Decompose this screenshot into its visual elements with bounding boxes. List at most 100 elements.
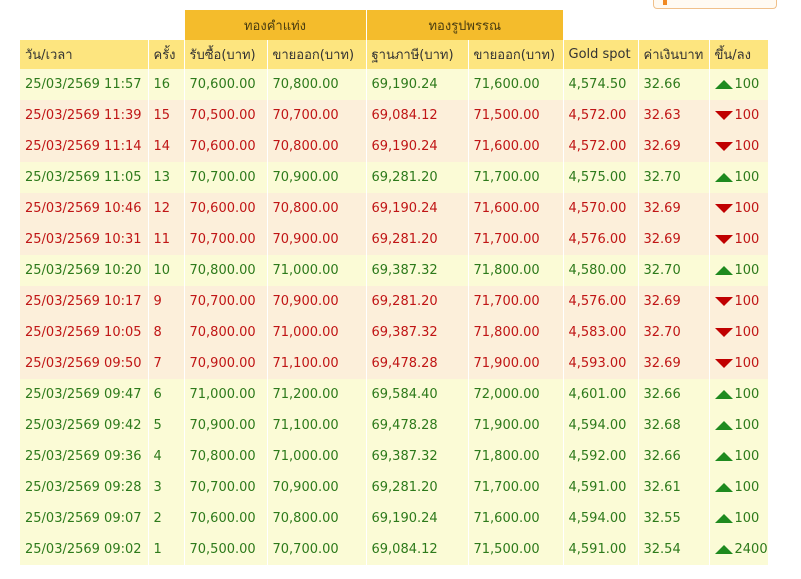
cell-ornament-tax-base: 69,084.12 [365,534,468,565]
cell-datetime: 25/03/2569 11:14 [25,139,142,154]
column-header-ornament-sell: ขายออก(บาท) [467,40,563,69]
table-row: 25/03/2569 10:46 12 70,600.00 70,800.00 69,1… [20,193,769,224]
cell-change: 100 [708,69,769,100]
cell-change: 100 [708,348,769,379]
cell-change: 100 [708,410,769,441]
cell-thb-rate: 32.69 [637,348,709,379]
cell-gold-spot: 4,601.00 [562,379,638,410]
cell-change: 100 [708,224,769,255]
cell-ornament-sell: 71,700.00 [467,224,563,255]
cell-gold-spot: 4,572.00 [562,131,638,162]
cell-datetime: 25/03/2569 10:46 [25,201,142,216]
cell-bar-buy: 70,800.00 [183,317,267,348]
cell-thb-rate: 32.69 [637,224,709,255]
cell-thb-rate: 32.61 [637,472,709,503]
cell-bar-sell: 70,700.00 [266,100,366,131]
arrow-down-icon [714,204,733,213]
table-row: 25/03/2569 10:31 11 70,700.00 70,900.00 69,2… [20,224,769,255]
cell-gold-spot: 4,574.50 [562,69,638,100]
change-amount: 100 [734,263,760,278]
cell-ornament-tax-base: 69,190.24 [365,69,468,100]
cell-gold-spot: 4,580.00 [562,255,638,286]
cell-bar-sell: 70,800.00 [266,193,366,224]
group-header-gold-bar: ทองคำแท่ง [183,10,366,40]
cell-bar-sell: 71,200.00 [266,379,366,410]
change-amount: 100 [734,449,760,464]
table-row: 25/03/2569 09:42 5 70,900.00 71,100.00 69,47… [20,410,769,441]
cell-bar-buy: 70,500.00 [183,100,267,131]
cell-thb-rate: 32.66 [637,69,709,100]
cell-change: 100 [708,441,769,472]
column-header-bar-sell: ขายออก(บาท) [266,40,366,69]
change-amount: 100 [734,170,760,185]
cell-change: 100 [708,503,769,534]
cell-ornament-tax-base: 69,584.40 [365,379,468,410]
cell-change: 100 [708,472,769,503]
column-header-change: ขึ้น/ลง [708,40,769,69]
change-amount: 2400 [734,542,768,557]
change-amount: 100 [734,325,760,340]
cell-gold-spot: 4,592.00 [562,441,638,472]
cell-thb-rate: 32.70 [637,162,709,193]
cell-gold-spot: 4,576.00 [562,286,638,317]
change-amount: 100 [734,77,760,92]
cell-datetime: 25/03/2569 10:05 [25,325,142,340]
table-row: 25/03/2569 09:47 6 71,000.00 71,200.00 69,58… [20,379,769,410]
change-amount: 100 [734,387,760,402]
cell-gold-spot: 4,583.00 [562,317,638,348]
table-row: 25/03/2569 11:39 15 70,500.00 70,700.00 69,0… [20,100,769,131]
cell-datetime: 25/03/2569 10:20 [25,263,142,278]
cell-thb-rate: 32.55 [637,503,709,534]
cell-change: 2400 [708,534,769,565]
cell-datetime: 25/03/2569 09:50 [25,356,142,371]
cell-round: 1 [147,534,184,565]
cell-change: 100 [708,193,769,224]
cell-ornament-tax-base: 69,281.20 [365,162,468,193]
cell-thb-rate: 32.69 [637,131,709,162]
cell-bar-buy: 70,700.00 [183,472,267,503]
cell-ornament-tax-base: 69,281.20 [365,224,468,255]
cell-round: 8 [147,317,184,348]
column-header-datetime: วัน/เวลา [20,40,148,69]
cell-ornament-tax-base: 69,190.24 [365,193,468,224]
cell-ornament-tax-base: 69,387.32 [365,441,468,472]
column-header-bar-buy: รับซื้อ(บาท) [183,40,267,69]
arrow-down-icon [714,328,733,337]
arrow-up-icon [714,514,733,523]
cell-ornament-tax-base: 69,281.20 [365,286,468,317]
cell-change: 100 [708,286,769,317]
arrow-up-icon [714,266,733,275]
cell-ornament-tax-base: 69,478.28 [365,410,468,441]
cell-ornament-tax-base: 69,478.28 [365,348,468,379]
top-right-button[interactable] [653,0,777,9]
cell-thb-rate: 32.69 [637,286,709,317]
cell-change: 100 [708,255,769,286]
cell-datetime: 25/03/2569 11:39 [25,108,142,123]
change-amount: 100 [734,232,760,247]
cell-thb-rate: 32.63 [637,100,709,131]
cell-ornament-sell: 71,500.00 [467,100,563,131]
cell-gold-spot: 4,593.00 [562,348,638,379]
arrow-up-icon [714,545,733,554]
arrow-up-icon [714,483,733,492]
cell-bar-buy: 70,900.00 [183,348,267,379]
cell-bar-sell: 70,800.00 [266,131,366,162]
change-amount: 100 [734,294,760,309]
cell-bar-buy: 70,600.00 [183,69,267,100]
cell-ornament-sell: 71,900.00 [467,410,563,441]
table-row: 25/03/2569 09:36 4 70,800.00 71,000.00 69,38… [20,441,769,472]
cell-change: 100 [708,317,769,348]
cell-datetime: 25/03/2569 09:02 [25,542,142,557]
arrow-up-icon [714,80,733,89]
cell-datetime: 25/03/2569 09:28 [25,480,142,495]
group-header-row: ทองคำแท่ง ทองรูปพรรณ [20,10,769,40]
cell-ornament-sell: 71,600.00 [467,503,563,534]
change-amount: 100 [734,201,760,216]
change-amount: 100 [734,108,760,123]
cell-ornament-sell: 71,800.00 [467,441,563,472]
change-amount: 100 [734,480,760,495]
cell-bar-sell: 70,900.00 [266,472,366,503]
cell-ornament-sell: 71,800.00 [467,317,563,348]
cell-datetime: 25/03/2569 11:57 [25,77,142,92]
cell-bar-sell: 70,900.00 [266,162,366,193]
